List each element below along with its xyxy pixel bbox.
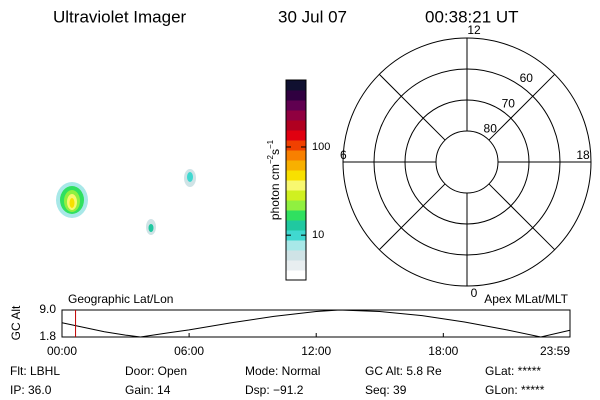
colorbar-band	[286, 210, 306, 221]
info-field: Seq: 39	[365, 383, 407, 397]
x-tick-label: 18:00	[428, 344, 458, 358]
polar-spoke	[378, 73, 446, 141]
x-tick-label: 00:00	[47, 344, 77, 358]
polar-mlt-label: 6	[340, 148, 347, 162]
colorbar-band	[286, 270, 306, 281]
colorbar-band	[286, 220, 306, 231]
colorbar-band	[286, 130, 306, 141]
colorbar-band	[286, 170, 306, 181]
colorbar-band	[286, 90, 306, 101]
polar-spoke	[488, 73, 556, 141]
colorbar-band	[286, 100, 306, 111]
polar-ring	[435, 130, 499, 194]
polar-ring-label: 70	[502, 96, 516, 110]
info-field: GLon: *****	[485, 383, 545, 397]
x-tick-label: 12:00	[301, 344, 331, 358]
info-field: Flt: LBHL	[10, 364, 60, 378]
colorbar-tick-label: 10	[312, 229, 324, 241]
y-tick-label: 1.8	[39, 329, 56, 343]
altitude-line	[61, 309, 571, 338]
polar-ring-label: 60	[520, 71, 534, 85]
info-field: Mode: Normal	[245, 364, 320, 378]
colorbar-band	[286, 110, 306, 121]
polar-spoke	[378, 183, 446, 251]
colorbar-frame	[285, 79, 307, 281]
info-field: Door: Open	[125, 364, 187, 378]
colorbar-band	[286, 200, 306, 211]
aurora-image	[56, 169, 196, 235]
x-tick-label: 23:59	[540, 344, 570, 358]
info-field: GLat: *****	[485, 364, 541, 378]
colorbar-label-part: photon cm	[268, 164, 282, 220]
polar-ring	[404, 99, 530, 225]
info-field: Gain: 14	[125, 383, 171, 397]
colorbar-band	[286, 140, 306, 151]
colorbar-band	[286, 230, 306, 241]
colorbar-label-part: −2	[266, 154, 275, 164]
orbit-left-label: Geographic Lat/Lon	[68, 292, 173, 306]
x-tick-label: 06:00	[174, 344, 204, 358]
info-field: GC Alt: 5.8 Re	[365, 364, 442, 378]
polar-spoke	[488, 183, 556, 251]
polar-mlt-label: 12	[467, 23, 481, 37]
polar-ring	[373, 68, 561, 256]
colorbar-band	[286, 120, 306, 131]
colorbar-band	[286, 80, 306, 91]
orbit-right-label: Apex MLat/MLT	[484, 292, 568, 306]
colorbar-band	[286, 150, 306, 161]
colorbar-label-part: s	[268, 149, 282, 155]
date: 30 Jul 07	[278, 7, 347, 26]
colorbar-label-part: −1	[266, 139, 275, 149]
orbit-frame	[61, 309, 571, 338]
colorbar-band	[286, 160, 306, 171]
colorbar-band	[286, 190, 306, 201]
polar-ring-label: 80	[484, 122, 498, 136]
colorbar-band	[286, 250, 306, 261]
polar-mlt-label: 18	[576, 148, 590, 162]
time: 00:38:21 UT	[425, 7, 519, 26]
title: Ultraviolet Imager	[53, 7, 187, 26]
y-tick-label: 9.0	[39, 302, 56, 316]
colorbar-label: photon cm−2s−1	[266, 139, 282, 220]
colorbar-band	[286, 260, 306, 271]
info-field: IP: 36.0	[10, 383, 52, 397]
colorbar-band	[286, 180, 306, 191]
info-field: Dsp: −91.2	[245, 383, 304, 397]
orbit-y-label: GC Alt	[9, 305, 23, 340]
colorbar-band	[286, 240, 306, 251]
polar-mlt-label: 0	[471, 286, 478, 300]
colorbar-tick-label: 100	[312, 141, 330, 153]
